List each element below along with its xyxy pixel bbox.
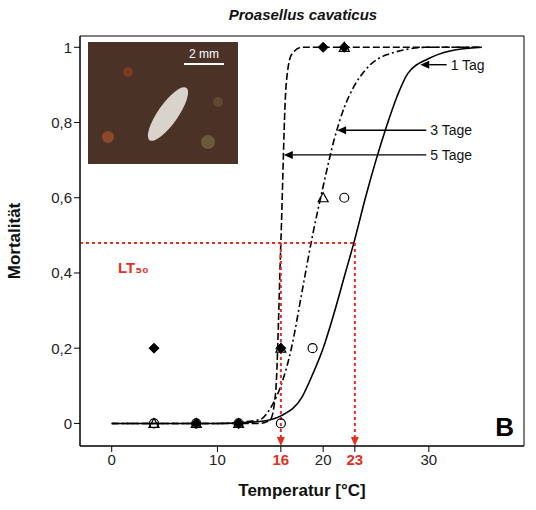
svg-text:B: B <box>495 412 514 442</box>
svg-text:0,6: 0,6 <box>51 189 72 206</box>
svg-text:20: 20 <box>315 451 332 468</box>
svg-text:0,4: 0,4 <box>51 264 72 281</box>
svg-text:23: 23 <box>347 451 364 468</box>
svg-text:Temperatur [°C]: Temperatur [°C] <box>238 481 365 500</box>
svg-text:LT₅₀: LT₅₀ <box>118 259 149 276</box>
svg-text:0: 0 <box>108 451 116 468</box>
svg-text:0,2: 0,2 <box>51 340 72 357</box>
svg-text:1 Tag: 1 Tag <box>451 57 485 73</box>
svg-text:16: 16 <box>273 451 290 468</box>
svg-text:0,8: 0,8 <box>51 114 72 131</box>
svg-text:1: 1 <box>64 39 72 56</box>
svg-text:10: 10 <box>209 451 226 468</box>
svg-text:5 Tage: 5 Tage <box>430 147 472 163</box>
svg-text:3 Tage: 3 Tage <box>430 122 472 138</box>
svg-text:0: 0 <box>64 415 72 432</box>
html-text:Proasellus cavaticus: Proasellus cavaticus <box>228 6 378 23</box>
svg-text:30: 30 <box>421 451 438 468</box>
svg-text:2 mm: 2 mm <box>189 47 219 61</box>
svg-text:Mortalität: Mortalität <box>5 202 24 279</box>
